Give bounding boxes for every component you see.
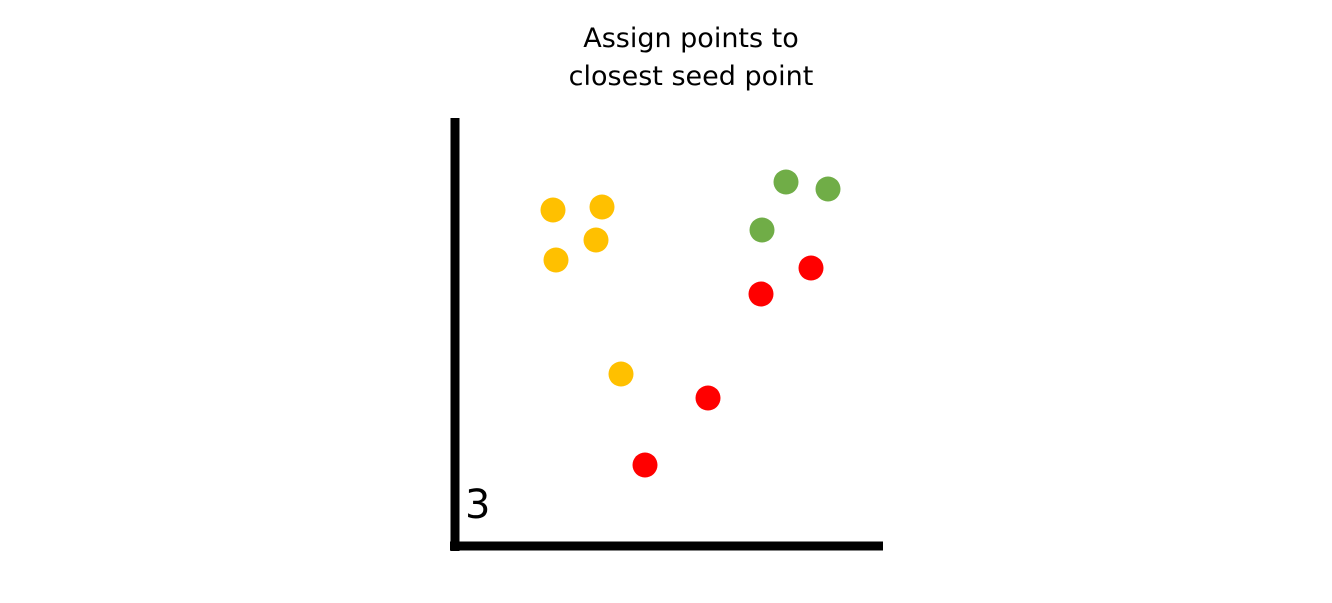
point-green (773, 169, 799, 195)
point-green (749, 217, 775, 243)
point-orange (583, 227, 609, 253)
point-orange (543, 247, 569, 273)
title-line-1: Assign points to (583, 23, 799, 54)
diagram-title: Assign points to closest seed point (491, 20, 891, 96)
step-number: 3 (465, 482, 491, 528)
title-line-2: closest seed point (568, 61, 814, 92)
point-orange (608, 361, 634, 387)
point-red (798, 255, 824, 281)
point-orange (589, 194, 615, 220)
point-red (632, 452, 658, 478)
point-red (695, 385, 721, 411)
point-orange (540, 197, 566, 223)
point-green (815, 176, 841, 202)
data-points (540, 169, 841, 478)
point-red (748, 281, 774, 307)
